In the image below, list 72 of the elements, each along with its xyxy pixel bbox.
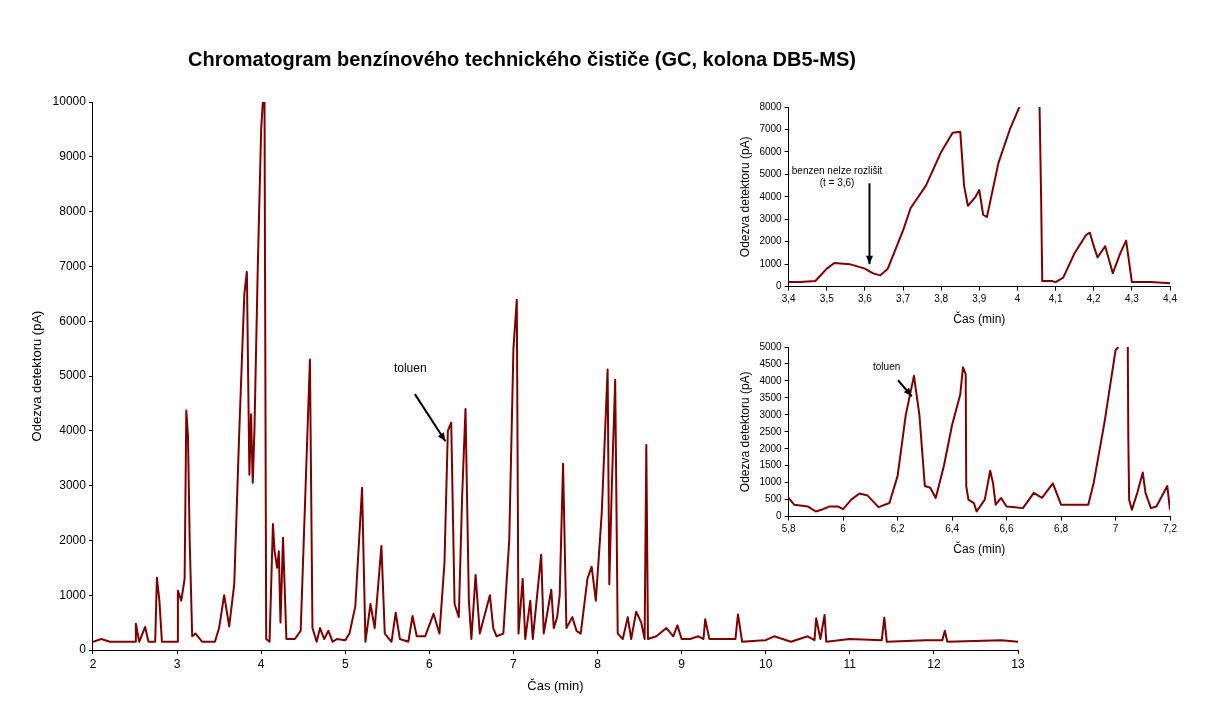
x-axis-title: Čas (min) (527, 677, 584, 693)
x-tick-label: 4 (1014, 293, 1021, 305)
y-tick-label: 4000 (59, 423, 87, 438)
y-tick-label: 4500 (759, 357, 783, 369)
x-tick-label: 6 (840, 523, 847, 535)
x-tick-label: 6,2 (890, 523, 905, 535)
y-tick-label: 4000 (759, 190, 783, 202)
annotation: benzen nelze rozlišit (t = 3,6) (791, 164, 883, 188)
x-tick-label: 4,2 (1086, 293, 1102, 305)
x-tick-label: 3,4 (781, 293, 797, 305)
y-tick-label: 0 (776, 280, 783, 292)
x-tick-label: 3 (173, 656, 181, 671)
y-tick-label: 1500 (759, 459, 783, 471)
y-tick-label: 2000 (59, 532, 87, 547)
y-axis-title: Odezva detektoru (pA) (737, 136, 752, 258)
x-tick-label: 7 (1112, 523, 1119, 535)
x-tick-label: 2 (89, 656, 97, 671)
y-tick-label: 4000 (759, 374, 783, 386)
x-tick-label: 5 (341, 656, 349, 671)
x-tick-label: 6,4 (945, 523, 960, 535)
x-tick-label: 12 (927, 656, 941, 671)
x-tick-label: 4,4 (1163, 293, 1178, 305)
chart-title: Chromatogram benzínového technického čističe (GC, kolona DB5-MS) (188, 47, 856, 70)
y-tick-label: 9000 (59, 149, 87, 164)
y-tick-label: 2500 (759, 425, 783, 437)
x-axis-title: Čas (min) (953, 311, 1006, 327)
y-tick-label: 0 (79, 642, 87, 657)
x-tick-label: 7,2 (1163, 523, 1178, 535)
x-tick-label: 4 (257, 656, 265, 671)
y-tick-label: 6000 (59, 313, 87, 328)
x-tick-label: 13 (1011, 656, 1025, 671)
x-tick-label: 10 (759, 656, 773, 671)
y-tick-label: 6000 (759, 145, 783, 157)
y-tick-label: 10000 (52, 94, 87, 109)
y-tick-label: 7000 (59, 258, 87, 273)
x-tick-label: 8 (594, 656, 602, 671)
y-axis-title: Odezva detektoru (pA) (29, 310, 45, 442)
y-tick-label: 3000 (59, 477, 87, 492)
x-tick-label: 5,8 (781, 523, 797, 535)
y-tick-label: 5000 (59, 368, 87, 383)
x-tick-label: 11 (843, 656, 857, 671)
x-tick-label: 3,5 (819, 293, 835, 305)
y-tick-label: 5000 (759, 340, 783, 352)
y-tick-label: 3000 (759, 408, 783, 420)
y-tick-label: 3500 (759, 391, 783, 403)
y-tick-label: 8000 (759, 100, 783, 112)
y-tick-label: 0 (776, 510, 783, 522)
x-tick-label: 3,9 (972, 293, 987, 305)
y-tick-label: 3000 (759, 213, 783, 224)
y-tick-label: 500 (764, 493, 783, 505)
x-tick-label: 4,1 (1048, 293, 1063, 305)
x-axis-title: Čas (min) (953, 541, 1006, 557)
y-tick-label: 1000 (759, 257, 783, 269)
annotation: toluen (873, 360, 901, 372)
x-tick-label: 4,3 (1124, 293, 1140, 305)
y-tick-label: 7000 (759, 123, 783, 135)
y-axis-title: Odezva detektoru (pA) (737, 371, 752, 493)
y-tick-label: 1000 (59, 587, 87, 602)
y-tick-label: 2000 (759, 442, 783, 454)
y-tick-label: 5000 (759, 168, 783, 180)
x-tick-label: 3,8 (934, 293, 949, 305)
x-tick-label: 9 (678, 656, 686, 671)
x-tick-label: 6,6 (999, 523, 1014, 535)
y-tick-label: 1000 (759, 476, 783, 488)
x-tick-label: 6 (426, 656, 433, 671)
y-tick-label: 2000 (759, 235, 783, 247)
x-tick-label: 3,7 (896, 293, 911, 305)
y-tick-label: 8000 (59, 203, 87, 218)
x-tick-label: 3,6 (857, 293, 873, 305)
x-tick-label: 7 (510, 656, 518, 671)
annotation: toluen (393, 360, 427, 375)
x-tick-label: 6,8 (1054, 523, 1069, 535)
